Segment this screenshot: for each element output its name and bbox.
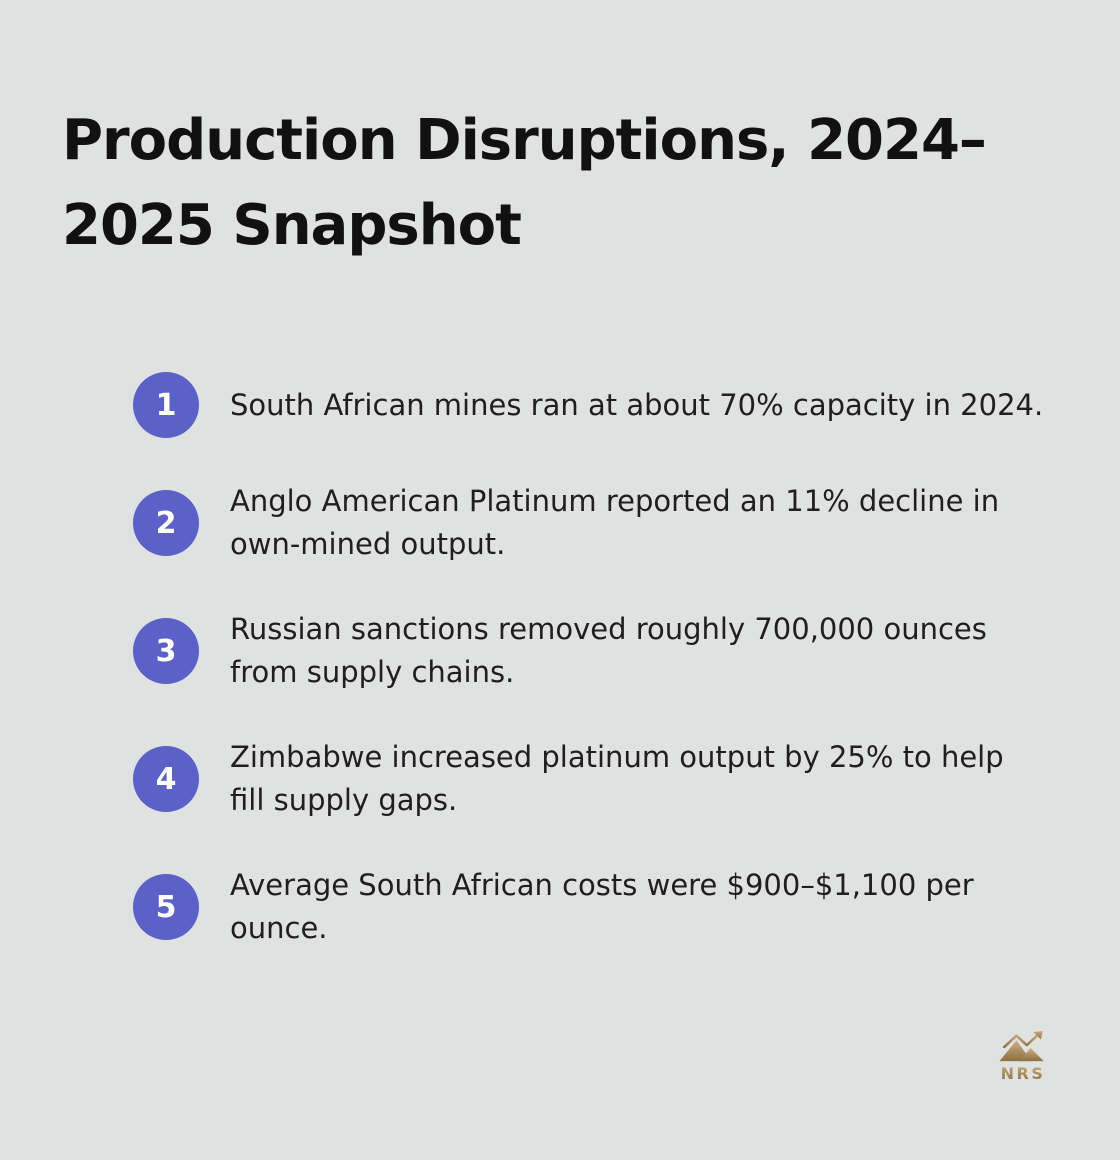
list-item: 1 South African mines ran at about 70% c… (133, 372, 1043, 438)
item-text: South African mines ran at about 70% cap… (230, 387, 1044, 422)
item-number-badge: 1 (133, 372, 199, 438)
nrs-logo: NRS (996, 1031, 1050, 1083)
item-number-badge: 4 (133, 746, 199, 812)
item-number-badge: 5 (133, 874, 199, 940)
fact-list: 1 South African mines ran at about 70% c… (133, 372, 1043, 950)
item-number: 3 (155, 633, 177, 669)
item-text: Russian sanctions removed roughly 700,00… (230, 612, 987, 689)
list-item: 2 Anglo American Platinum reported an 11… (133, 480, 1043, 566)
list-item: 3 Russian sanctions removed roughly 700,… (133, 608, 1043, 694)
item-text: Anglo American Platinum reported an 11% … (230, 484, 1000, 561)
page-title: Production Disruptions, 2024– 2025 Snaps… (62, 108, 987, 258)
item-number: 2 (155, 505, 177, 541)
list-item: 4 Zimbabwe increased platinum output by … (133, 736, 1043, 822)
item-number: 5 (155, 889, 177, 925)
list-item: 5 Average South African costs were $900–… (133, 864, 1043, 950)
item-number-badge: 2 (133, 490, 199, 556)
item-number: 1 (155, 387, 177, 423)
item-text: Zimbabwe increased platinum output by 25… (230, 740, 1004, 817)
item-number-badge: 3 (133, 618, 199, 684)
item-text: Average South African costs were $900–$1… (230, 868, 974, 945)
logo-text: NRS (1000, 1064, 1046, 1083)
item-number: 4 (155, 761, 177, 797)
mountain-arrow-icon (999, 1031, 1044, 1062)
